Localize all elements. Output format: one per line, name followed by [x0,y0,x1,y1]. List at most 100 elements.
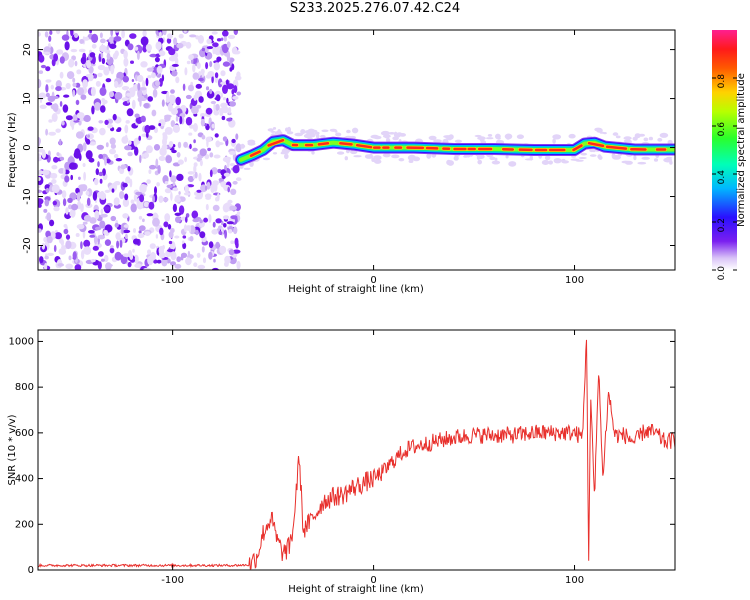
noise-speck [113,181,121,186]
noise-speck [124,145,132,151]
noise-speck [136,200,144,210]
noise-speck [174,212,182,216]
signal-halo-speck [385,137,391,143]
noise-speck [51,113,58,122]
noise-speck [86,197,91,206]
noise-speck [199,159,203,167]
snr-frame [37,329,676,571]
noise-speck [221,220,224,226]
noise-speck [44,263,48,270]
noise-speck [127,151,133,157]
noise-speck [63,228,69,235]
noise-speck [184,184,189,193]
noise-speck [147,75,152,79]
noise-speck [122,182,128,188]
noise-speck [130,60,134,64]
noise-speck [41,242,46,250]
noise-speck [170,261,176,266]
x-tick-label: -100 [161,275,184,286]
noise-speck [170,120,176,128]
noise-speck [96,144,105,150]
signal-halo-speck [548,160,553,165]
noise-speck [161,144,168,151]
noise-speck [214,62,219,70]
noise-speck [228,249,235,256]
noise-speck [223,223,227,228]
colorbar-tick-label: 0.6 [717,122,727,137]
noise-speck [175,57,179,66]
signal-halo-speck [516,134,525,139]
snr-panel: -100 0 100 0 200 400 600 800 1000 Height of str… [7,329,676,595]
noise-speck [163,221,169,228]
noise-speck [168,240,173,245]
signal-halo-speck [277,129,281,135]
noise-speck [87,73,94,82]
noise-speck [220,92,223,98]
noise-speck [208,241,214,249]
noise-speck [193,94,197,101]
signal-halo-speck [262,157,271,161]
noise-speck [75,233,80,237]
noise-speck [129,33,137,39]
signal-halo-speck [612,132,619,136]
noise-speck [80,94,87,100]
noise-speck [73,150,82,159]
noise-speck [125,120,130,124]
y-tick-label: 400 [15,474,34,485]
noise-speck [46,212,52,222]
signal-halo-speck [267,128,274,132]
noise-speck [56,49,64,55]
noise-speck [205,107,213,115]
noise-speck [197,35,204,44]
noise-speck [222,215,230,220]
signal-halo-speck [599,131,605,134]
noise-speck [145,131,149,138]
noise-speck [65,240,72,250]
noise-speck [70,30,74,37]
signal-halo-speck [412,156,421,162]
noise-speck [72,114,78,121]
noise-speck [192,123,198,132]
noise-speck [122,229,131,234]
noise-speck [76,112,85,119]
signal-halo-speck [337,151,345,155]
noise-speck [205,203,209,211]
signal-halo-speck [568,133,576,139]
noise-speck [201,69,205,78]
noise-speck [149,243,156,250]
noise-speck [139,154,142,164]
noise-speck [133,194,137,202]
noise-speck [172,124,180,133]
noise-speck [157,164,161,174]
noise-speck [232,249,241,254]
signal-halo-speck [637,161,647,165]
noise-speck [122,198,130,207]
noise-speck [76,224,85,230]
spectrogram-x-ticks: -100 0 100 [161,30,584,286]
signal-halo-speck [371,157,376,162]
noise-speck [138,230,142,234]
noise-speck [131,79,135,82]
noise-speck [99,87,107,96]
noise-speck [183,30,187,33]
noise-speck [128,250,132,258]
noise-speck [94,178,99,186]
noise-speck [136,74,144,83]
noise-speck [187,250,191,257]
noise-speck [65,115,73,121]
noise-speck [168,48,176,56]
noise-speck [48,119,53,123]
noise-speck [57,263,64,267]
noise-speck [127,165,131,172]
noise-speck [53,206,60,212]
spectrogram-y-ticks: -20 -10 0 10 20 [22,43,675,254]
noise-speck [148,201,155,210]
noise-speck [192,147,198,152]
noise-speck [59,56,65,64]
noise-speck [45,102,53,106]
noise-speck [104,49,111,54]
noise-speck [122,75,129,83]
noise-speck [63,94,70,98]
noise-speck [51,184,60,194]
noise-speck [49,30,53,35]
